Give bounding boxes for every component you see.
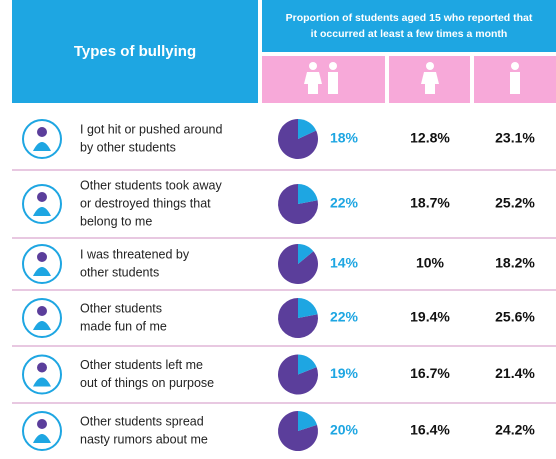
row-icon: [23, 185, 61, 223]
bullying-type: I was threatened by: [80, 247, 190, 261]
header-total: [262, 56, 385, 103]
boys-value: 25.2%: [495, 195, 535, 211]
bullying-type: Other students took away: [80, 178, 222, 192]
total-value: 14%: [330, 255, 359, 271]
total-value: 22%: [330, 309, 359, 325]
girls-value: 16.4%: [410, 422, 450, 438]
row-icon-head: [37, 192, 47, 202]
row-icon: [23, 245, 61, 283]
row-icon-head: [37, 306, 47, 316]
header-title: Types of bullying: [74, 43, 196, 60]
bullying-type: or destroyed things that: [80, 196, 211, 210]
bullying-type: belong to me: [80, 214, 152, 228]
infographic: Types of bullying Proportion of students…: [0, 0, 556, 459]
row-icon-head: [37, 252, 47, 262]
bullying-type: by other students: [80, 140, 176, 154]
girls-value: 18.7%: [410, 195, 450, 211]
boys-value: 25.6%: [495, 309, 535, 325]
bullying-type: Other students left me: [80, 358, 203, 372]
row-icon: [23, 412, 61, 450]
total-value: 20%: [330, 422, 359, 438]
girls-value: 10%: [416, 255, 445, 271]
bullying-type: out of things on purpose: [80, 376, 214, 390]
boys-value: 21.4%: [495, 365, 535, 381]
header-right: [262, 0, 556, 52]
bullying-type: Other students spread: [80, 414, 204, 428]
girls-value: 16.7%: [410, 365, 450, 381]
row-icon-head: [37, 363, 47, 373]
total-value: 19%: [330, 365, 359, 381]
bullying-type: nasty rumors about me: [80, 432, 208, 446]
boys-value: 24.2%: [495, 422, 535, 438]
girls-value: 19.4%: [410, 309, 450, 325]
header-subtitle: it occurred at least a few times a month: [311, 28, 508, 40]
girls-value: 12.8%: [410, 130, 450, 146]
bullying-type: other students: [80, 265, 159, 279]
bullying-type: made fun of me: [80, 319, 167, 333]
bullying-type: I got hit or pushed around: [80, 122, 223, 136]
boys-value: 23.1%: [495, 130, 535, 146]
row-icon-head: [37, 127, 47, 137]
bullying-type: Other students: [80, 301, 162, 315]
header-subtitle: Proportion of students aged 15 who repor…: [286, 12, 533, 24]
total-value: 18%: [330, 130, 359, 146]
row-icon: [23, 356, 61, 394]
row-icon: [23, 299, 61, 337]
total-value: 22%: [330, 195, 359, 211]
boys-value: 18.2%: [495, 255, 535, 271]
row-icon: [23, 120, 61, 158]
row-icon-head: [37, 419, 47, 429]
